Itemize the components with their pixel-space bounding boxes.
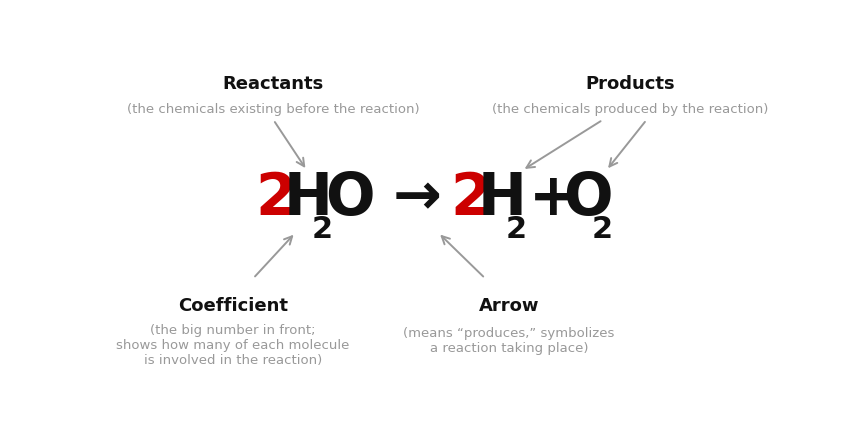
Text: 2: 2 <box>450 170 491 227</box>
Text: (the big number in front;
shows how many of each molecule
is involved in the rea: (the big number in front; shows how many… <box>116 324 350 367</box>
Text: Products: Products <box>585 75 674 93</box>
Text: O: O <box>326 170 375 227</box>
Text: →: → <box>392 170 441 227</box>
Text: (means “produces,” symbolizes
a reaction taking place): (means “produces,” symbolizes a reaction… <box>403 327 615 354</box>
Text: O: O <box>563 170 613 227</box>
Text: 2: 2 <box>255 170 296 227</box>
Text: Coefficient: Coefficient <box>178 297 288 315</box>
Text: 2: 2 <box>312 215 332 244</box>
Text: H: H <box>284 170 332 227</box>
Text: Reactants: Reactants <box>223 75 324 93</box>
Text: H: H <box>477 170 527 227</box>
Text: (the chemicals produced by the reaction): (the chemicals produced by the reaction) <box>491 103 768 116</box>
Text: (the chemicals existing before the reaction): (the chemicals existing before the react… <box>127 103 419 116</box>
Text: +: + <box>529 170 578 227</box>
Text: 2: 2 <box>506 215 527 244</box>
Text: Arrow: Arrow <box>478 297 539 315</box>
Text: 2: 2 <box>591 215 613 244</box>
